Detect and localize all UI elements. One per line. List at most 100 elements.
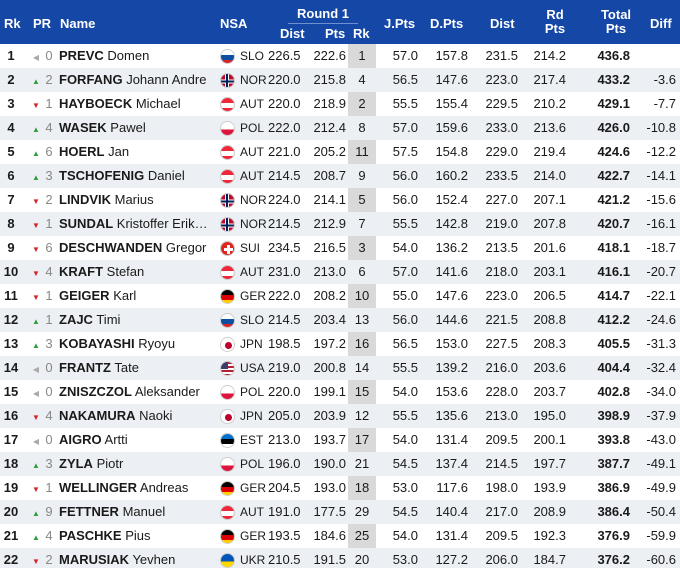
round-rank: 11	[355, 144, 369, 159]
header-nsa[interactable]: NSA	[220, 16, 248, 31]
header-diff[interactable]: Diff	[650, 16, 672, 31]
athlete-name[interactable]: FORFANG Johann Andre	[59, 73, 217, 87]
athlete-last-name: ZNISZCZOL	[59, 385, 132, 399]
athlete-first-name: Gregor	[165, 241, 207, 255]
athlete-last-name: LINDVIK	[59, 193, 111, 207]
previous-rank: 1	[45, 216, 53, 231]
header-j-pts[interactable]: J.Pts	[384, 16, 416, 31]
flag-aut-icon	[220, 265, 235, 280]
round-points: 200.8	[313, 360, 346, 375]
table-row[interactable]: 6 ▲ 3 TSCHOFENIG Daniel AUT 214.5 208.7 9 56.0 16…	[0, 164, 680, 188]
difference: -14.1	[646, 168, 676, 183]
rank: 5	[7, 144, 15, 159]
distance: 228.0	[485, 384, 518, 399]
athlete-name[interactable]: LINDVIK Marius	[59, 193, 217, 207]
table-row[interactable]: 5 ▲ 6 HOERL Jan AUT 221.0 205.2 11 57.5 154.8 229.…	[0, 140, 680, 164]
header-dist[interactable]: Dist	[490, 16, 515, 31]
round-rank: 17	[354, 432, 370, 447]
table-row[interactable]: 1 ◀ 0 PREVC Domen SLO 226.5 222.6 1 57.0 157.8 231…	[0, 44, 680, 68]
athlete-name[interactable]: ZAJC Timi	[59, 313, 217, 327]
header-rk[interactable]: Rk	[4, 16, 21, 31]
rd-points: 210.2	[533, 96, 566, 111]
header-pr[interactable]: PR	[33, 16, 52, 31]
previous-rank: 3	[45, 336, 53, 351]
nation-code: GER	[240, 481, 267, 495]
trend-up-icon: ▲	[32, 173, 40, 182]
total-points: 429.1	[597, 96, 630, 111]
judge-points: 54.0	[392, 240, 418, 255]
athlete-name[interactable]: FRANTZ Tate	[59, 361, 217, 375]
athlete-first-name: Artti	[104, 433, 128, 447]
athlete-name[interactable]: HAYBOECK Michael	[59, 97, 217, 111]
table-row[interactable]: 11 ▼ 1 GEIGER Karl GER 222.0 208.2 10 55.0 147.6 2…	[0, 284, 680, 308]
table-row[interactable]: 2 ▲ 2 FORFANG Johann Andre NOR 220.0 215.8 4 56.…	[0, 68, 680, 92]
table-row[interactable]: 14 ◀ 0 FRANTZ Tate USA 219.0 200.8 14 55.5 139.2 2…	[0, 356, 680, 380]
athlete-name[interactable]: SUNDAL Kristoffer Erik…	[59, 217, 217, 231]
trend-neutral-icon: ◀	[32, 389, 40, 398]
athlete-name[interactable]: ZYLA Piotr	[59, 457, 217, 471]
athlete-name[interactable]: DESCHWANDEN Gregor	[59, 241, 217, 255]
athlete-name[interactable]: NAKAMURA Naoki	[59, 409, 217, 423]
table-row[interactable]: 22 ▼ 2 MARUSIAK Yevhen UKR 210.5 191.5 20 53.0 12…	[0, 548, 680, 568]
athlete-last-name: WASEK	[59, 121, 107, 135]
athlete-name[interactable]: GEIGER Karl	[59, 289, 217, 303]
round-rank: 8	[358, 120, 366, 135]
table-row[interactable]: 20 ▲ 9 FETTNER Manuel AUT 191.0 177.5 29 54.5 140…	[0, 500, 680, 524]
round-distance: 191.0	[268, 504, 301, 519]
trend-up-icon: ▲	[32, 317, 40, 326]
rank: 15	[3, 384, 19, 399]
total-points: 376.2	[597, 552, 630, 567]
flag-usa-icon	[220, 361, 235, 376]
nation-code: AUT	[240, 145, 264, 159]
athlete-name[interactable]: MARUSIAK Yevhen	[59, 553, 217, 567]
rd-points: 203.6	[533, 360, 566, 375]
round-rank: 13	[354, 312, 370, 327]
rank: 3	[7, 96, 15, 111]
athlete-name[interactable]: PREVC Domen	[59, 49, 217, 63]
flag-pol-icon	[220, 121, 235, 136]
round-distance: 219.0	[268, 360, 301, 375]
athlete-name[interactable]: KOBAYASHI Ryoyu	[59, 337, 217, 351]
header-round-pts[interactable]: Pts	[325, 26, 346, 41]
nation-code: POL	[240, 385, 265, 399]
header-round-rk[interactable]: Rk	[353, 26, 370, 41]
athlete-name[interactable]: HOERL Jan	[59, 145, 217, 159]
table-row[interactable]: 13 ▲ 3 KOBAYASHI Ryoyu JPN 198.5 197.2 16 56.5 15…	[0, 332, 680, 356]
table-row[interactable]: 19 ▼ 1 WELLINGER Andreas GER 204.5 193.0 18 53.0…	[0, 476, 680, 500]
nation-code: JPN	[240, 337, 263, 351]
header-total-pts[interactable]: Total Pts	[600, 7, 632, 36]
table-row[interactable]: 18 ▲ 3 ZYLA Piotr POL 196.0 190.0 21 54.5 137.4 21…	[0, 452, 680, 476]
header-name[interactable]: Name	[60, 16, 96, 31]
header-d-pts[interactable]: D.Pts	[430, 16, 464, 31]
header-round-dist[interactable]: Dist	[280, 26, 305, 41]
athlete-name[interactable]: WASEK Pawel	[59, 121, 217, 135]
athlete-name[interactable]: PASCHKE Pius	[59, 529, 217, 543]
flag-sui-icon	[220, 241, 235, 256]
nation-code: SLO	[240, 313, 265, 327]
table-row[interactable]: 12 ▲ 1 ZAJC Timi SLO 214.5 203.4 13 56.0 144.6 221…	[0, 308, 680, 332]
flag-slo-icon	[220, 313, 235, 328]
table-row[interactable]: 10 ▼ 4 KRAFT Stefan AUT 231.0 213.0 6 57.0 141.6 2…	[0, 260, 680, 284]
judge-points: 54.5	[392, 456, 418, 471]
athlete-name[interactable]: AIGRO Artti	[59, 433, 217, 447]
table-row[interactable]: 3 ▼ 1 HAYBOECK Michael AUT 220.0 218.9 2 55.5 155…	[0, 92, 680, 116]
athlete-name[interactable]: WELLINGER Andreas	[59, 481, 217, 495]
trend-down-icon: ▼	[32, 245, 40, 254]
athlete-name[interactable]: ZNISZCZOL Aleksander	[59, 385, 217, 399]
total-points: 416.1	[597, 264, 630, 279]
athlete-name[interactable]: KRAFT Stefan	[59, 265, 217, 279]
table-row[interactable]: 4 ▲ 4 WASEK Pawel POL 222.0 212.4 8 57.0 159.6 233…	[0, 116, 680, 140]
table-row[interactable]: 15 ◀ 0 ZNISZCZOL Aleksander POL 220.0 199.1 15 5…	[0, 380, 680, 404]
header-rd-pts[interactable]: Rd Pts	[544, 7, 566, 36]
table-row[interactable]: 7 ▼ 2 LINDVIK Marius NOR 224.0 214.1 5 56.0 152.4…	[0, 188, 680, 212]
table-row[interactable]: 9 ▼ 6 DESCHWANDEN Gregor SUI 234.5 216.5 3 54.0 1…	[0, 236, 680, 260]
athlete-name[interactable]: FETTNER Manuel	[59, 505, 217, 519]
table-row[interactable]: 17 ◀ 0 AIGRO Artti EST 213.0 193.7 17 54.0 131.4 2…	[0, 428, 680, 452]
trend-neutral-icon: ◀	[32, 53, 40, 62]
table-row[interactable]: 16 ▼ 4 NAKAMURA Naoki JPN 205.0 203.9 12 55.5 135…	[0, 404, 680, 428]
total-points: 422.7	[597, 168, 630, 183]
table-row[interactable]: 21 ▲ 4 PASCHKE Pius GER 193.5 184.6 25 54.0 131.4…	[0, 524, 680, 548]
athlete-name[interactable]: TSCHOFENIG Daniel	[59, 169, 217, 183]
table-row[interactable]: 8 ▼ 1 SUNDAL Kristoffer Erik… NOR 214.5 212.9 7…	[0, 212, 680, 236]
athlete-first-name: Piotr	[96, 457, 124, 471]
